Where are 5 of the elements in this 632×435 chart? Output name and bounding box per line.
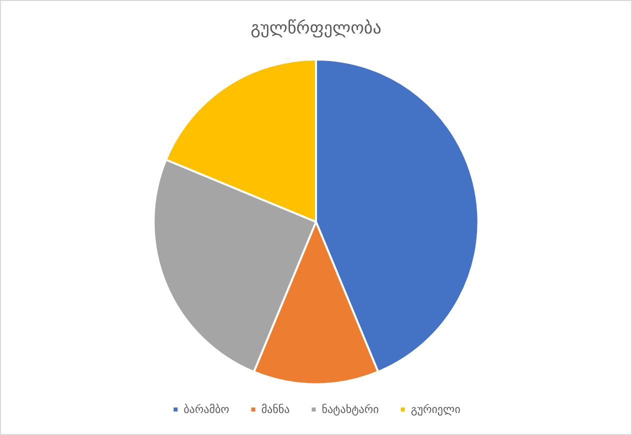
legend-label: მანნა (261, 403, 290, 416)
chart-title: გულწრფელობა (250, 18, 382, 38)
legend-label: გურიელი (410, 403, 461, 416)
legend-label: ნატახტარი (322, 403, 380, 416)
legend-label: ბარამბო (184, 403, 230, 416)
